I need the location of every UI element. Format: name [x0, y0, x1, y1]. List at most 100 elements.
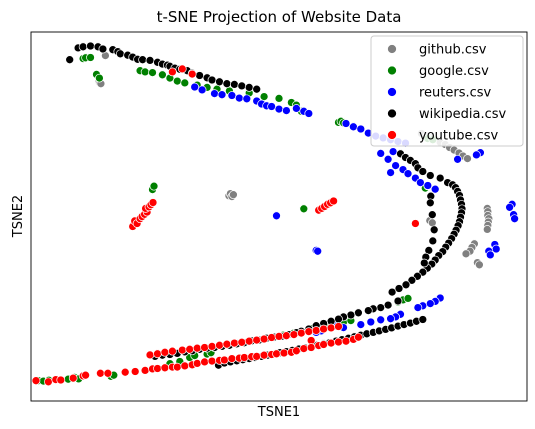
- data-point: [356, 320, 366, 329]
- data-point: [274, 104, 284, 114]
- data-point: [311, 326, 321, 335]
- legend-item: github.csv: [387, 43, 487, 58]
- data-point: [453, 154, 462, 164]
- data-point: [234, 93, 244, 103]
- data-point: [153, 364, 162, 373]
- data-point: [403, 169, 413, 179]
- data-point: [190, 82, 200, 92]
- data-point: [393, 296, 403, 306]
- data-point: [413, 303, 423, 312]
- series-wikipedia: [65, 41, 467, 370]
- data-point: [386, 314, 395, 324]
- legend-label: google.csv: [419, 64, 489, 79]
- data-point: [428, 236, 438, 246]
- data-point: [86, 53, 95, 62]
- data-point: [282, 106, 291, 115]
- data-point: [376, 303, 386, 312]
- data-point: [427, 210, 437, 220]
- legend-marker: [387, 130, 397, 140]
- plot-frame: [30, 31, 528, 402]
- data-point: [197, 85, 207, 95]
- legend-marker: [387, 87, 397, 97]
- data-point: [252, 335, 262, 345]
- data-point: [244, 83, 254, 92]
- legend-item: google.csv: [387, 64, 489, 79]
- data-point: [334, 314, 343, 324]
- data-point: [239, 353, 249, 362]
- data-point: [429, 225, 439, 235]
- data-point: [252, 352, 262, 361]
- data-point: [299, 204, 309, 214]
- data-point: [425, 171, 435, 180]
- data-point: [177, 64, 187, 74]
- legend-item: wikipedia.csv: [387, 107, 507, 122]
- data-point: [387, 287, 397, 297]
- data-point: [472, 150, 481, 160]
- data-point: [356, 124, 366, 134]
- x-axis-label: TSNE1: [257, 405, 300, 420]
- data-point: [138, 55, 147, 65]
- data-point: [95, 73, 104, 83]
- data-point: [192, 343, 202, 353]
- data-point: [120, 367, 130, 377]
- data-point: [158, 70, 167, 80]
- data-point: [388, 147, 398, 156]
- data-point: [279, 348, 289, 358]
- data-point: [187, 69, 197, 79]
- y-axis-label: TSNE2: [11, 195, 26, 238]
- data-point: [407, 275, 417, 285]
- data-point: [482, 225, 492, 234]
- data-point: [510, 214, 519, 224]
- data-point: [430, 184, 440, 194]
- data-point: [289, 330, 299, 339]
- data-point: [326, 338, 336, 348]
- data-point: [425, 299, 435, 308]
- data-point: [207, 342, 217, 351]
- data-point: [394, 284, 404, 293]
- data-point: [346, 310, 356, 320]
- data-point: [313, 246, 323, 256]
- data-point: [376, 149, 386, 158]
- data-point: [259, 92, 269, 101]
- data-point: [418, 315, 428, 324]
- data-point: [56, 375, 66, 385]
- data-point: [272, 349, 281, 359]
- series-github: [94, 51, 494, 270]
- data-point: [259, 334, 269, 344]
- legend-marker: [387, 44, 397, 54]
- data-point: [185, 344, 195, 354]
- data-point: [227, 91, 237, 100]
- data-point: [334, 337, 343, 347]
- data-point: [220, 355, 229, 365]
- data-point: [86, 41, 95, 51]
- chart-title: t-SNE Projection of Website Data: [157, 8, 402, 26]
- data-point: [210, 89, 219, 98]
- data-point: [274, 332, 284, 341]
- data-point: [244, 336, 254, 346]
- data-point: [376, 315, 386, 325]
- data-point: [411, 219, 420, 228]
- data-point: [195, 71, 204, 80]
- legend-item: reuters.csv: [387, 86, 492, 101]
- data-point: [177, 345, 187, 355]
- data-point: [168, 67, 177, 77]
- data-point: [491, 244, 501, 254]
- data-point: [68, 373, 78, 383]
- data-point: [341, 336, 351, 346]
- data-point: [419, 258, 429, 268]
- data-point: [259, 350, 269, 360]
- data-point: [366, 317, 376, 327]
- data-point: [160, 363, 170, 373]
- data-point: [475, 260, 484, 270]
- data-point: [461, 249, 471, 259]
- data-point: [149, 181, 159, 191]
- data-point: [282, 331, 291, 341]
- data-point: [222, 339, 232, 349]
- data-point: [78, 42, 88, 52]
- data-point: [391, 161, 400, 170]
- data-point: [403, 294, 413, 303]
- data-point: [172, 362, 182, 372]
- data-point: [425, 198, 435, 208]
- data-point: [383, 154, 393, 164]
- data-point: [386, 168, 395, 177]
